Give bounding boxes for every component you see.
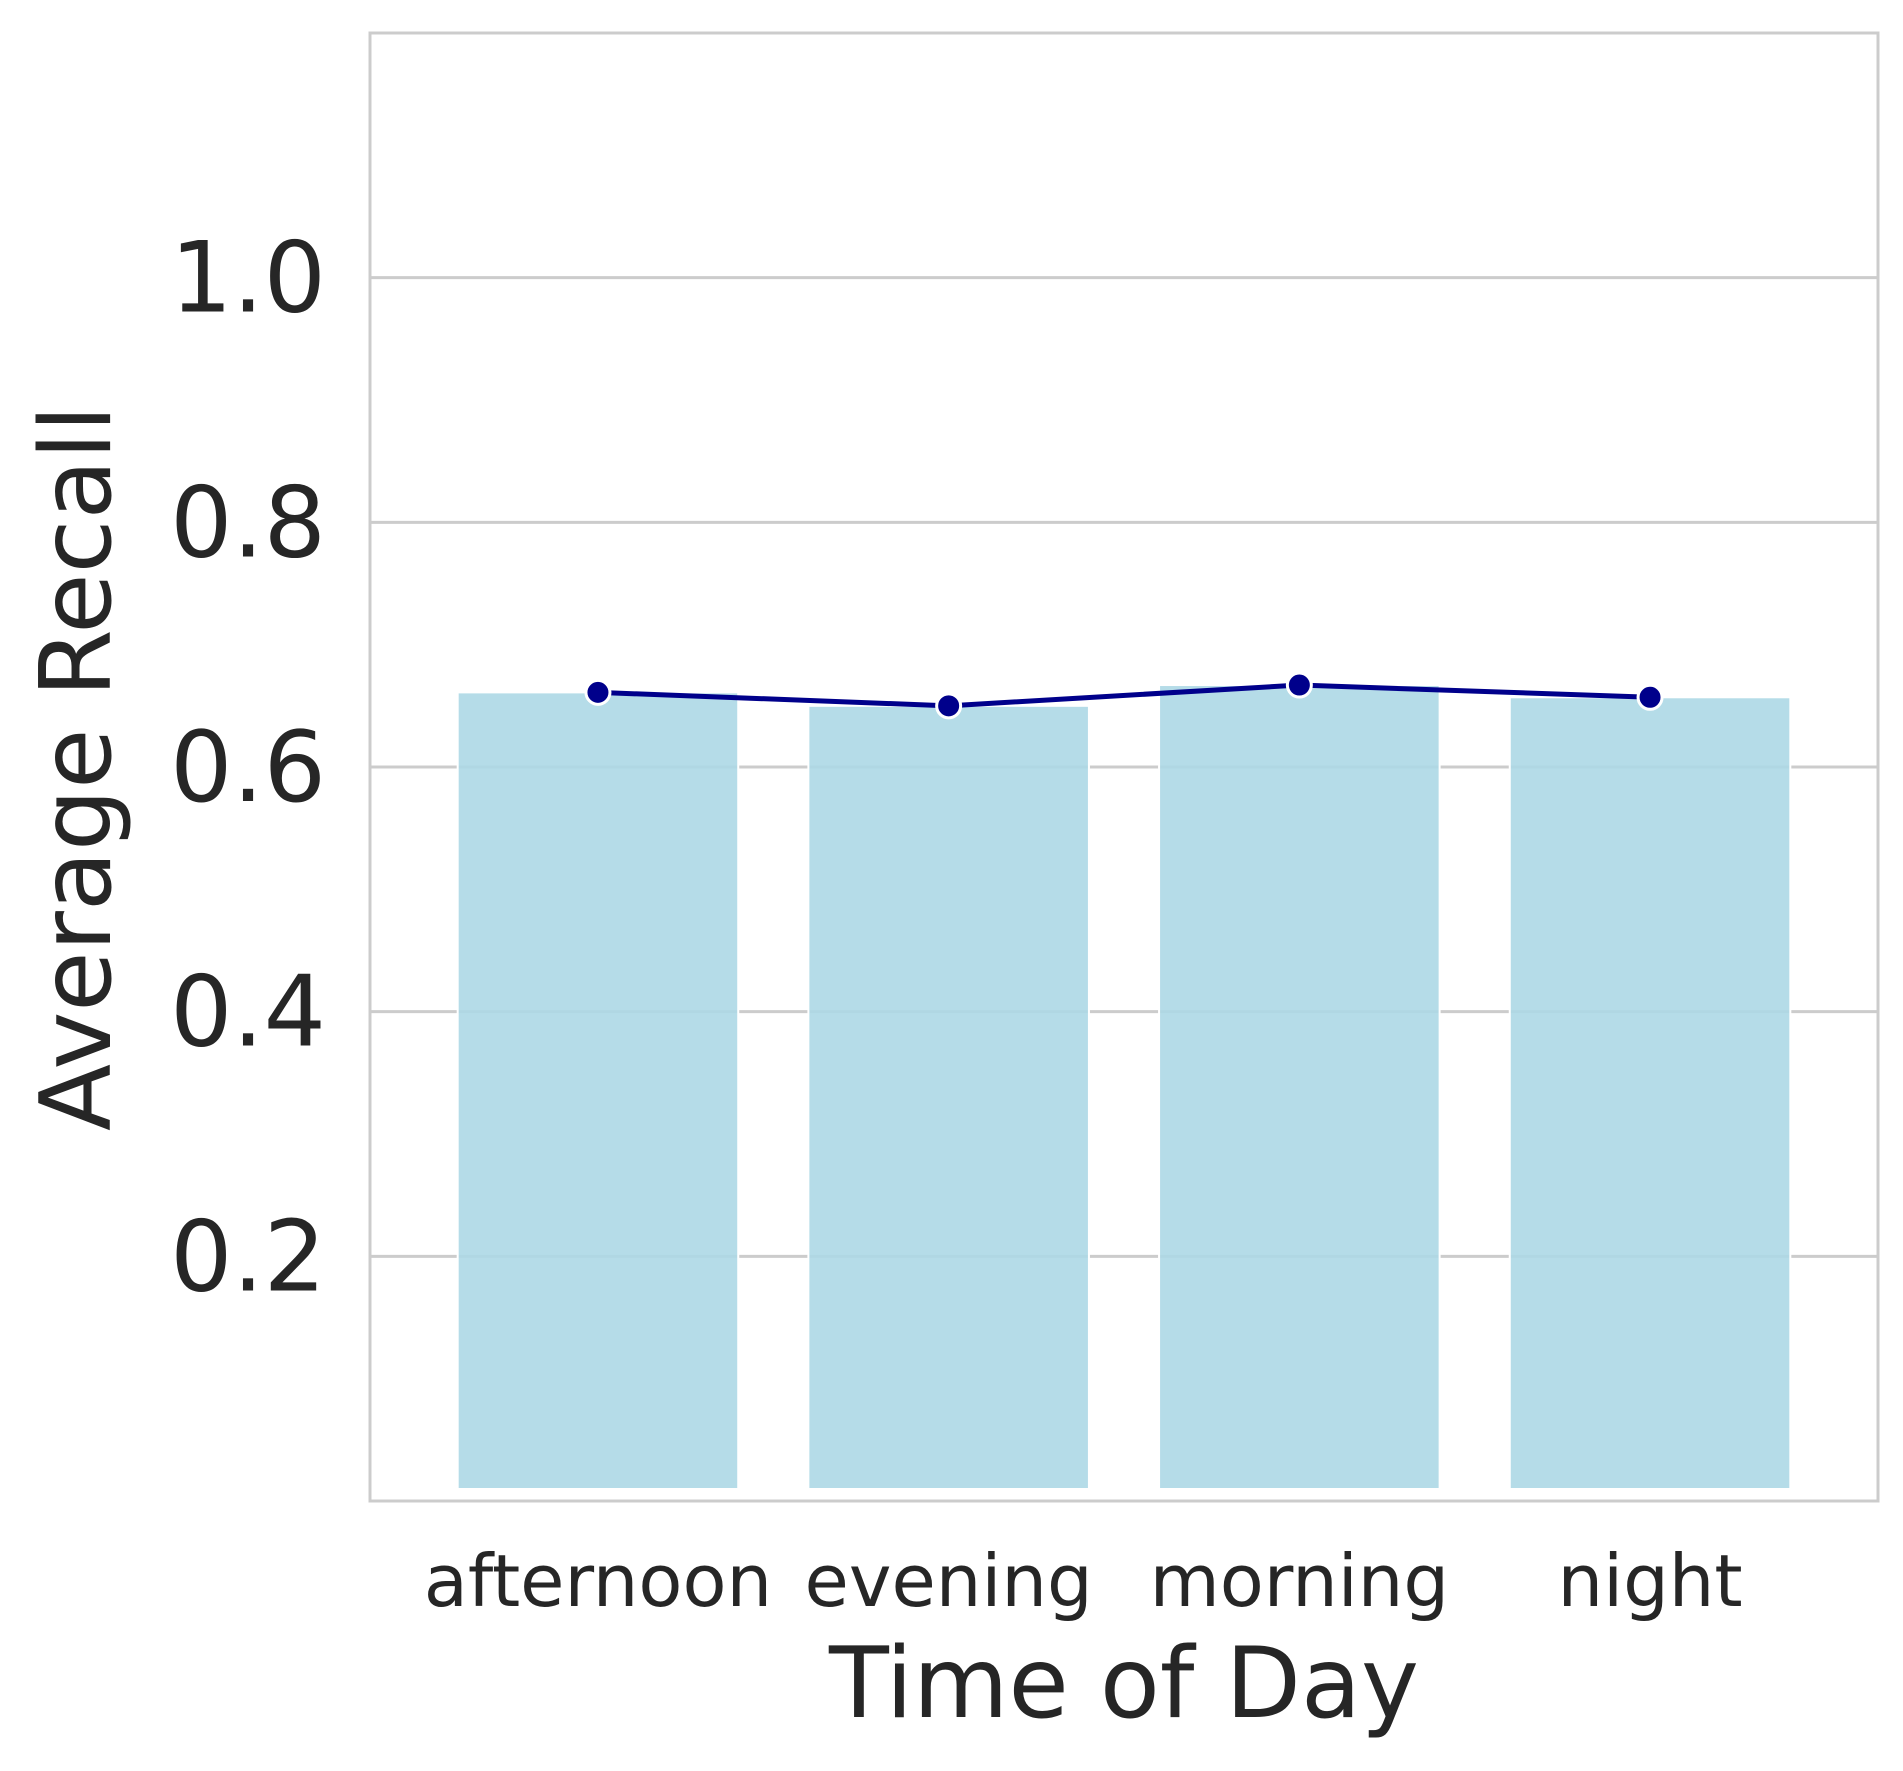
y-tick-label: 1.0 bbox=[170, 222, 326, 336]
y-tick-label: 0.4 bbox=[170, 956, 326, 1070]
point-night bbox=[1636, 683, 1664, 711]
y-axis-label: Average Recall bbox=[20, 405, 134, 1131]
y-tick-labels: 0.2 0.4 0.6 0.8 1.0 bbox=[170, 222, 326, 1315]
x-tick-labels: afternoon evening morning night bbox=[424, 1539, 1743, 1623]
x-tick-label: morning bbox=[1150, 1539, 1450, 1623]
point-afternoon bbox=[584, 678, 612, 706]
series-line bbox=[597, 682, 1651, 709]
bar-afternoon bbox=[456, 691, 740, 1490]
y-tick-label: 0.2 bbox=[170, 1200, 326, 1314]
x-tick-label: afternoon bbox=[424, 1539, 772, 1623]
x-tick-label: evening bbox=[805, 1539, 1093, 1623]
bars bbox=[456, 684, 1792, 1490]
y-tick-label: 0.6 bbox=[170, 711, 326, 825]
bar-night bbox=[1508, 696, 1792, 1490]
plot-frame bbox=[368, 31, 1880, 1503]
bar-morning bbox=[1158, 684, 1441, 1490]
x-axis-label: Time of Day bbox=[828, 1627, 1419, 1741]
bar-evening bbox=[807, 704, 1090, 1490]
point-morning bbox=[1285, 671, 1313, 699]
point-evening bbox=[935, 692, 963, 720]
y-tick-label: 0.8 bbox=[170, 466, 326, 580]
x-tick-label: night bbox=[1557, 1539, 1742, 1623]
line-series bbox=[584, 671, 1664, 720]
